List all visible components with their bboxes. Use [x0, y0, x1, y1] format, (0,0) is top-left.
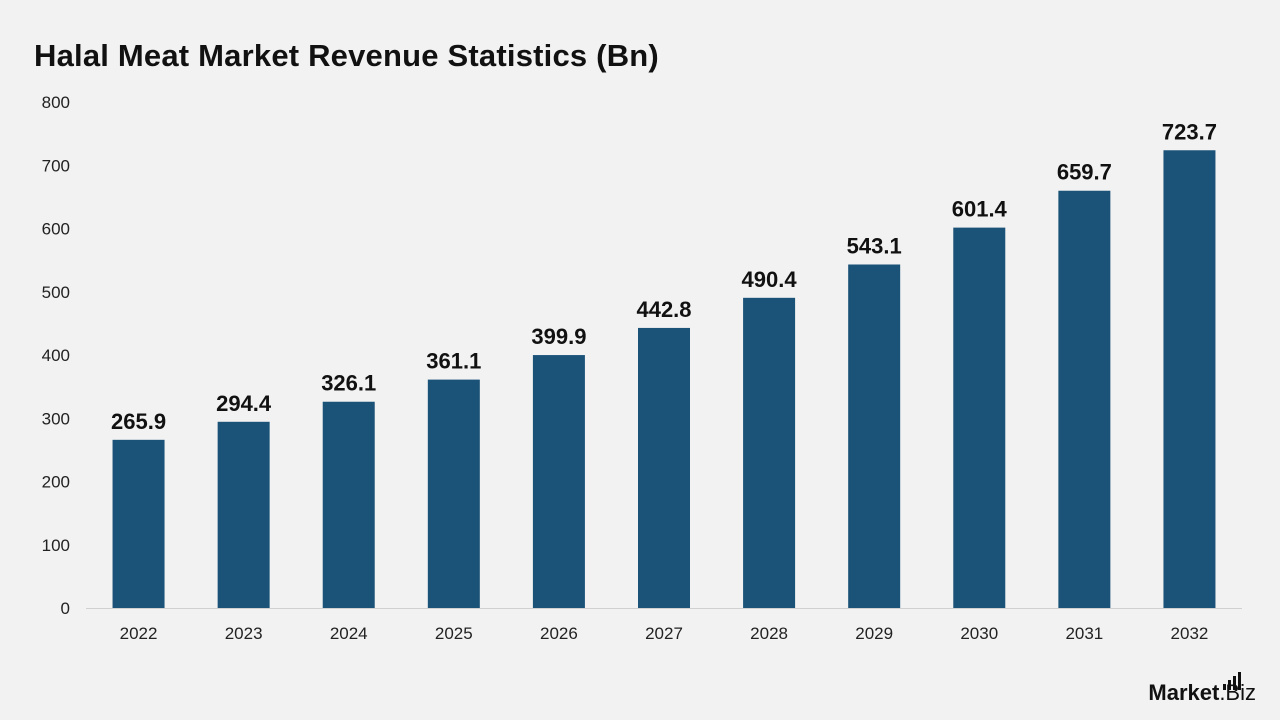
bar-2022 [112, 439, 165, 608]
y-tick-label: 800 [42, 93, 70, 112]
chart-title: Halal Meat Market Revenue Statistics (Bn… [34, 38, 659, 73]
x-tick-label: 2031 [1065, 624, 1103, 643]
x-tick-label: 2032 [1171, 624, 1209, 643]
bar-2032 [1163, 150, 1216, 608]
data-label: 265.9 [111, 409, 166, 434]
bar-2028 [743, 297, 796, 608]
y-tick-label: 700 [42, 156, 70, 175]
x-tick-label: 2030 [960, 624, 998, 643]
x-tick-label: 2029 [855, 624, 893, 643]
data-label: 723.7 [1162, 119, 1217, 144]
y-tick-label: 100 [42, 536, 70, 555]
y-tick-label: 600 [42, 220, 70, 239]
y-tick-label: 200 [42, 473, 70, 492]
y-tick-label: 500 [42, 283, 70, 302]
data-label: 399.9 [531, 324, 586, 349]
x-axis-ticks: 2022 2023 2024 2025 2026 2027 2028 2029 2030 2031… [120, 624, 1209, 643]
x-tick-label: 2027 [645, 624, 683, 643]
bar-series [112, 150, 1216, 608]
y-tick-label: 400 [42, 346, 70, 365]
bar-2024 [322, 401, 375, 608]
marketbiz-logo: Market .Biz [1148, 680, 1256, 706]
logo-text-market: Market [1148, 680, 1220, 705]
bar-2025 [427, 379, 480, 608]
data-label: 601.4 [952, 197, 1008, 222]
data-label: 361.1 [426, 349, 481, 374]
data-label: 543.1 [847, 233, 902, 258]
x-tick-label: 2024 [330, 624, 368, 643]
x-tick-label: 2023 [225, 624, 263, 643]
bar-2023 [217, 421, 270, 608]
bar-2030 [953, 227, 1006, 608]
y-tick-label: 0 [61, 599, 70, 618]
data-label: 326.1 [321, 371, 376, 396]
logo-bars-icon [1223, 668, 1241, 690]
x-tick-label: 2026 [540, 624, 578, 643]
data-label: 442.8 [636, 297, 691, 322]
data-labels: 265.9 294.4 326.1 361.1 399.9 442.8 490.4 543.1… [111, 119, 1217, 434]
bar-2029 [848, 264, 901, 608]
bar-2027 [638, 327, 690, 608]
bar-2031 [1058, 190, 1111, 608]
data-label: 490.4 [742, 267, 798, 292]
x-tick-label: 2025 [435, 624, 473, 643]
x-tick-label: 2022 [120, 624, 158, 643]
y-tick-label: 300 [42, 409, 70, 428]
x-tick-label: 2028 [750, 624, 788, 643]
data-label: 659.7 [1057, 160, 1112, 185]
bar-2026 [532, 355, 585, 608]
data-label: 294.4 [216, 391, 272, 416]
y-axis-ticks: 0 100 200 300 400 500 600 700 800 [42, 93, 70, 618]
